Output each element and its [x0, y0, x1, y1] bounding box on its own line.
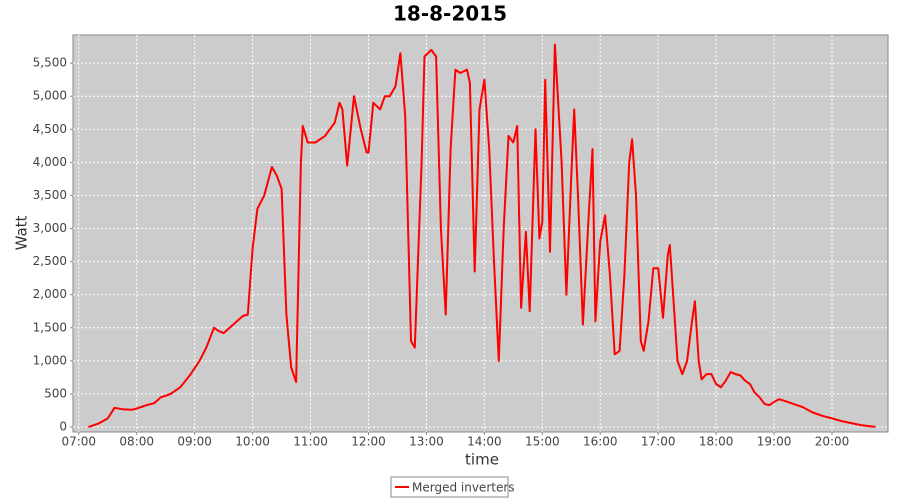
x-tick-label: 20:00 — [815, 435, 850, 449]
x-tick-label: 15:00 — [525, 435, 560, 449]
y-tick-label: 5,500 — [33, 56, 67, 70]
y-tick-label: 2,500 — [33, 254, 67, 268]
legend-label: Merged inverters — [412, 481, 515, 495]
legend-box — [390, 476, 509, 498]
y-tick-label: 500 — [44, 386, 67, 400]
x-axis-label: time — [465, 451, 499, 469]
y-tick-label: 1,000 — [33, 353, 67, 367]
y-tick-label: 3,000 — [33, 221, 67, 235]
x-tick-label: 14:00 — [467, 435, 502, 449]
y-tick-label: 2,000 — [33, 287, 67, 301]
x-tick-label: 11:00 — [293, 435, 328, 449]
x-tick-label: 18:00 — [699, 435, 734, 449]
x-tick-label: 17:00 — [641, 435, 676, 449]
y-tick-label: 4,000 — [33, 155, 67, 169]
y-tick-label: 5,000 — [33, 89, 67, 103]
plot-area — [72, 34, 889, 433]
x-tick-label: 07:00 — [61, 435, 96, 449]
x-tick-label: 09:00 — [177, 435, 212, 449]
x-tick-label: 12:00 — [351, 435, 386, 449]
y-axis-label: Watt — [13, 215, 31, 250]
x-tick-label: 10:00 — [235, 435, 270, 449]
y-tick-label: 0 — [59, 420, 67, 434]
y-tick-label: 1,500 — [33, 320, 67, 334]
x-tick-label: 16:00 — [583, 435, 618, 449]
y-tick-label: 4,500 — [33, 122, 67, 136]
x-tick-label: 08:00 — [119, 435, 154, 449]
x-tick-label: 19:00 — [757, 435, 792, 449]
data-line — [88, 43, 876, 428]
x-tick-label: 13:00 — [409, 435, 444, 449]
chart-title: 18-8-2015 — [393, 2, 507, 26]
y-tick-label: 3,500 — [33, 188, 67, 202]
